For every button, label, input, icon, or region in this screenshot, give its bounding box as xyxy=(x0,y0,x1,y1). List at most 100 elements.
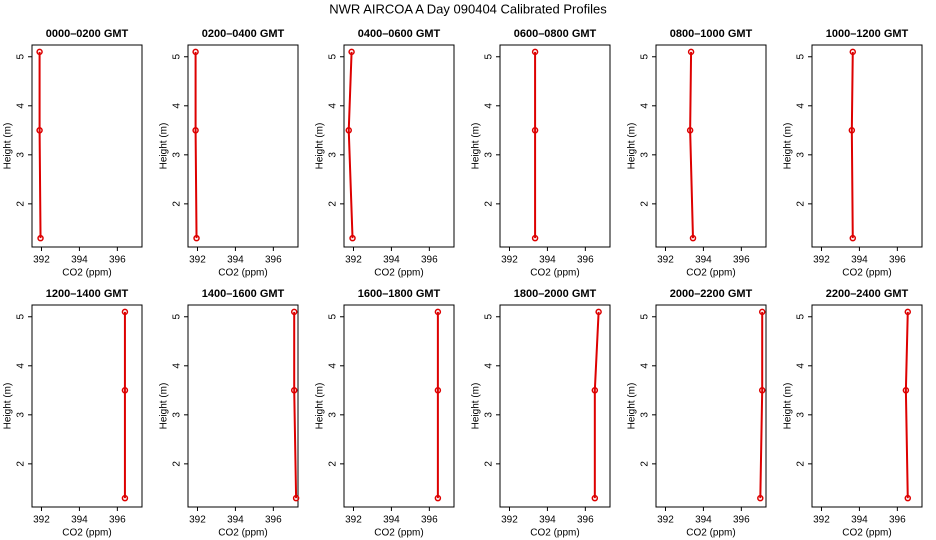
profile-point xyxy=(290,308,298,316)
main-title: NWR AIRCOA A Day 090404 Calibrated Profi… xyxy=(329,1,607,16)
x-tick-label: 392 xyxy=(33,255,50,266)
x-tick-label: 394 xyxy=(227,255,244,266)
y-tick-label: 5 xyxy=(796,54,807,60)
y-tick-label: 2 xyxy=(640,201,651,207)
x-tick-label: 394 xyxy=(539,255,556,266)
y-tick-label: 2 xyxy=(16,461,27,467)
x-axis-label: CO2 (ppm) xyxy=(842,268,891,279)
y-tick-label: 3 xyxy=(16,412,27,418)
y-tick-label: 5 xyxy=(796,314,807,320)
y-tick-label: 2 xyxy=(640,461,651,467)
x-axis-label: CO2 (ppm) xyxy=(530,528,579,539)
y-tick-label: 3 xyxy=(796,412,807,418)
x-tick-label: 394 xyxy=(383,255,400,266)
panel: 0600–0800 GMT CO2 (ppm) Height (m) 392 394 39… xyxy=(471,28,611,279)
x-tick-label: 392 xyxy=(501,515,518,526)
y-tick-label: 2 xyxy=(484,461,495,467)
profile-point xyxy=(849,48,857,56)
y-tick-label: 2 xyxy=(796,461,807,467)
panel-title: 1400–1600 GMT xyxy=(202,288,285,300)
panel: 0800–1000 GMT CO2 (ppm) Height (m) 392 394 39… xyxy=(627,28,767,279)
profile-point xyxy=(757,494,764,502)
x-tick-label: 392 xyxy=(189,515,206,526)
y-tick-label: 3 xyxy=(172,152,183,158)
x-tick-label: 392 xyxy=(345,515,362,526)
panel: 1200–1400 GMT CO2 (ppm) Height (m) 392 394 39… xyxy=(3,288,143,539)
x-tick-label: 392 xyxy=(189,255,206,266)
plot-frame xyxy=(31,304,143,508)
x-tick-label: 396 xyxy=(109,255,126,266)
y-tick-label: 2 xyxy=(796,201,807,207)
profile-point xyxy=(349,234,356,242)
x-axis-label: CO2 (ppm) xyxy=(62,268,111,279)
profile-point xyxy=(758,308,766,316)
y-axis-label: Height (m) xyxy=(315,383,326,430)
x-tick-label: 392 xyxy=(657,255,674,266)
plot-frame xyxy=(811,44,923,248)
plot-frame xyxy=(655,304,767,508)
y-axis-label: Height (m) xyxy=(471,123,482,170)
plot-frame xyxy=(31,44,143,248)
y-tick-label: 2 xyxy=(484,201,495,207)
profile-point xyxy=(848,127,856,134)
x-tick-label: 394 xyxy=(695,515,712,526)
y-axis-label: Height (m) xyxy=(783,123,794,170)
profile-point xyxy=(434,387,442,394)
profile-point xyxy=(292,494,300,502)
y-axis-label: Height (m) xyxy=(627,123,638,170)
y-axis-label: Height (m) xyxy=(3,383,14,430)
panel: 2200–2400 GMT CO2 (ppm) Height (m) 392 394 39… xyxy=(783,288,923,539)
x-tick-label: 396 xyxy=(733,255,750,266)
profile-line xyxy=(593,311,600,499)
panel-title: 0200–0400 GMT xyxy=(202,28,285,40)
plot-frame xyxy=(499,304,611,508)
profile-point xyxy=(192,127,199,134)
y-tick-label: 3 xyxy=(640,152,651,158)
plot-frame xyxy=(343,304,455,508)
panel: 0200–0400 GMT CO2 (ppm) Height (m) 392 394 39… xyxy=(159,28,299,279)
y-axis-label: Height (m) xyxy=(627,383,638,430)
x-tick-label: 396 xyxy=(421,515,438,526)
profile-point xyxy=(434,308,442,316)
x-tick-label: 396 xyxy=(889,255,906,266)
y-tick-label: 3 xyxy=(16,152,27,158)
profile-line xyxy=(194,51,198,239)
profile-line xyxy=(759,311,764,499)
x-tick-label: 392 xyxy=(813,255,830,266)
y-tick-label: 3 xyxy=(484,152,495,158)
y-tick-label: 4 xyxy=(328,363,339,369)
y-tick-label: 5 xyxy=(16,314,27,320)
profile-point xyxy=(192,48,199,56)
x-tick-label: 394 xyxy=(695,255,712,266)
x-tick-label: 392 xyxy=(657,515,674,526)
profile-point xyxy=(904,494,912,502)
profile-point xyxy=(591,494,599,502)
y-tick-label: 4 xyxy=(16,363,27,369)
x-tick-label: 392 xyxy=(345,255,362,266)
x-tick-label: 394 xyxy=(851,255,868,266)
profile-point xyxy=(531,234,539,242)
profile-line xyxy=(689,51,694,239)
x-axis-label: CO2 (ppm) xyxy=(218,268,267,279)
profile-line xyxy=(293,311,298,499)
profile-point xyxy=(345,127,352,134)
y-tick-label: 3 xyxy=(328,152,339,158)
y-tick-label: 4 xyxy=(484,103,495,109)
y-tick-label: 5 xyxy=(172,54,183,60)
x-tick-label: 394 xyxy=(383,515,400,526)
x-tick-label: 396 xyxy=(421,255,438,266)
x-axis-label: CO2 (ppm) xyxy=(686,268,735,279)
x-tick-label: 394 xyxy=(71,515,88,526)
y-axis-label: Height (m) xyxy=(159,383,170,430)
y-axis-label: Height (m) xyxy=(315,123,326,170)
panel: 1400–1600 GMT CO2 (ppm) Height (m) 392 394 39… xyxy=(159,288,300,539)
x-tick-label: 396 xyxy=(265,255,282,266)
y-tick-label: 5 xyxy=(328,314,339,320)
panel: 0000–0200 GMT CO2 (ppm) Height (m) 392 394 39… xyxy=(3,28,143,279)
panel-title: 2000–2200 GMT xyxy=(670,288,753,300)
panel-title: 0000–0200 GMT xyxy=(46,28,129,40)
x-tick-label: 392 xyxy=(501,255,518,266)
y-tick-label: 5 xyxy=(328,54,339,60)
profile-point xyxy=(348,48,355,56)
x-tick-label: 396 xyxy=(109,515,126,526)
